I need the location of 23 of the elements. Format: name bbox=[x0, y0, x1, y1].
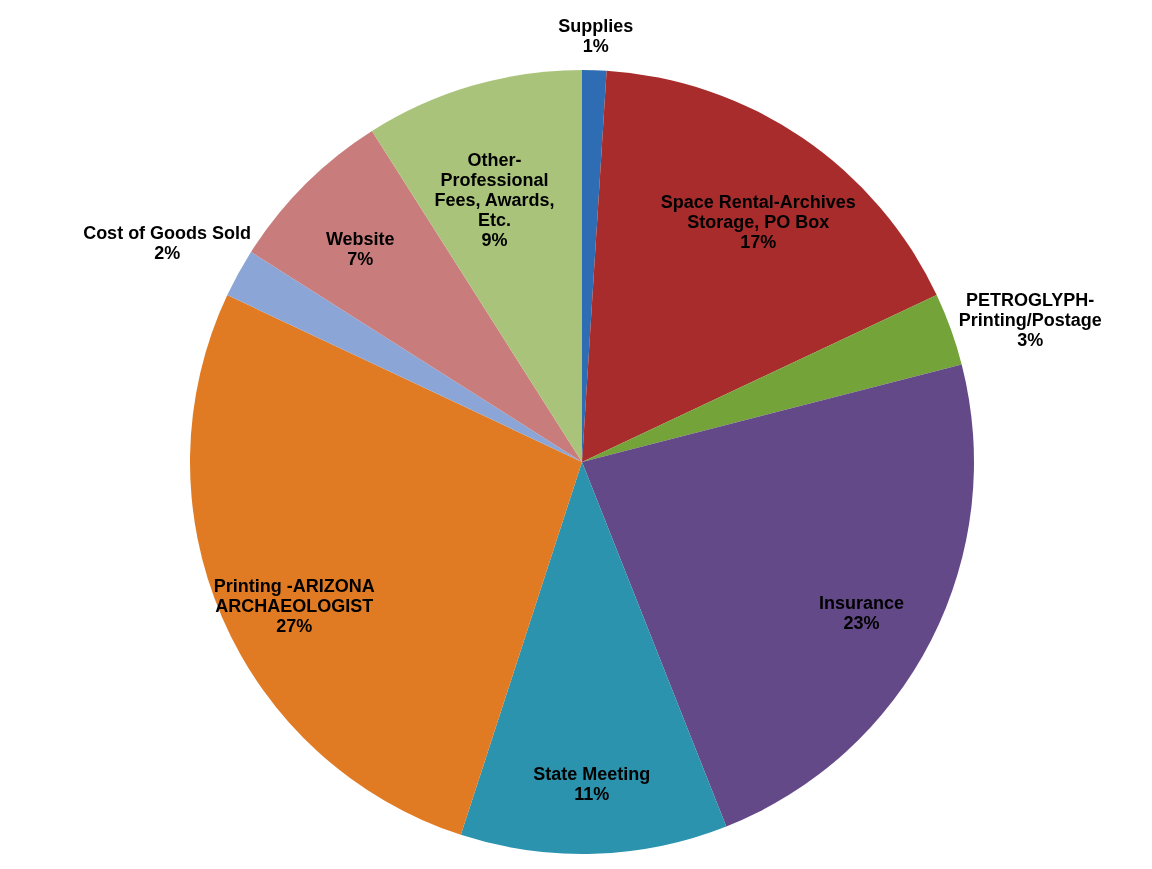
pie-slice bbox=[582, 295, 962, 462]
data-label: 7% bbox=[347, 249, 374, 270]
pie-slice bbox=[582, 70, 937, 462]
slice-label: Space Rental-Archives Storage, PO Box bbox=[660, 191, 856, 232]
slice-label: Website bbox=[325, 229, 395, 250]
data-label: 17% bbox=[740, 231, 777, 252]
data-label: 3% bbox=[1017, 329, 1044, 350]
slice-label: PETROGLYPH- Printing/Postage bbox=[958, 289, 1102, 330]
slice-label: Other- Professional Fees, Awards, Etc. bbox=[434, 149, 555, 230]
data-label: 23% bbox=[843, 613, 880, 634]
slice-label: Supplies bbox=[558, 15, 634, 36]
slice-label: State Meeting bbox=[533, 764, 651, 785]
data-label: 11% bbox=[574, 784, 610, 805]
data-label: 9% bbox=[481, 229, 508, 250]
slice-label: Insurance bbox=[818, 593, 904, 614]
data-label: 27% bbox=[276, 615, 313, 636]
pie-slice bbox=[251, 131, 582, 462]
data-label: 2% bbox=[154, 242, 181, 263]
pie-slice bbox=[460, 462, 727, 854]
data-label: 1% bbox=[582, 35, 609, 56]
pie-slice bbox=[227, 251, 582, 462]
slice-label: Printing -ARIZONA ARCHAEOLOGIST bbox=[213, 575, 375, 616]
slice-label: Cost of Goods Sold bbox=[83, 222, 252, 243]
